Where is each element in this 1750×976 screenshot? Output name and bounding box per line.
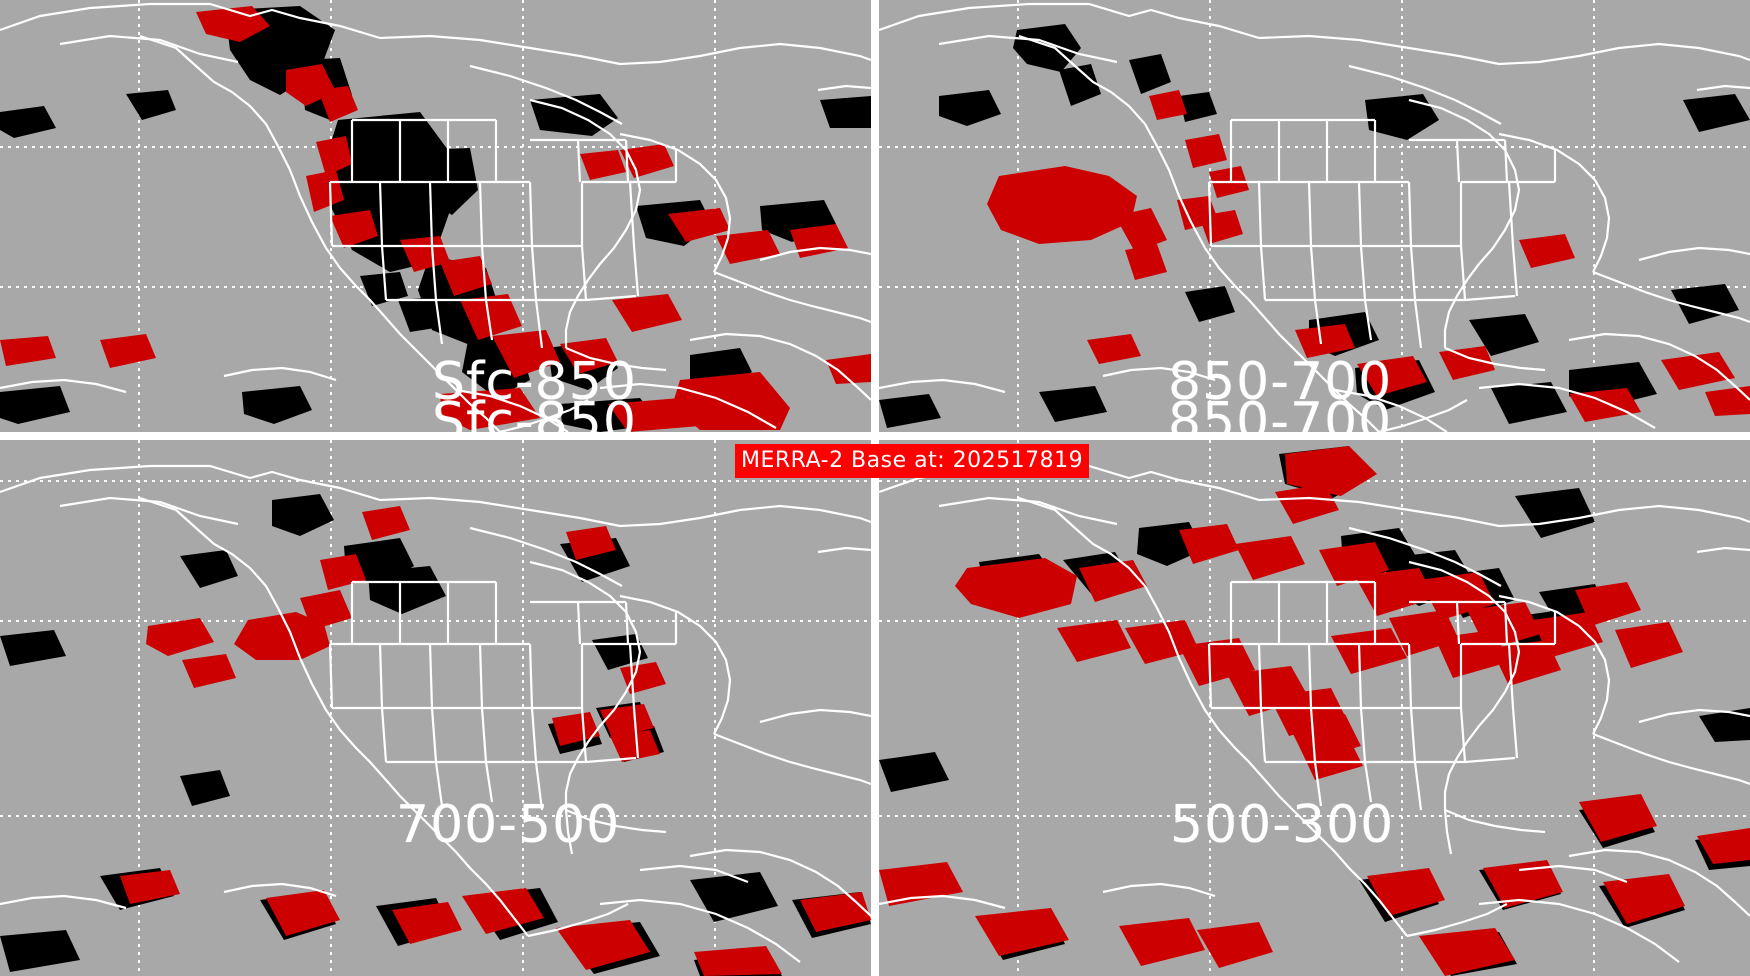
map-shading-500-300 <box>879 440 1750 976</box>
panel-500-300[interactable] <box>879 440 1750 976</box>
panel-label-sfc-850-overlay: Sfc-850 <box>432 392 637 452</box>
map-outlines-500-300 <box>879 440 1750 976</box>
panel-label-850-700: 850-700 <box>1168 352 1393 412</box>
panel-label-850-700-overlay: 850-700 <box>1168 392 1393 452</box>
panel-label-700-500-overlay: 700-500 <box>396 795 621 855</box>
panel-label-500-300-overlay: 500-300 <box>1170 795 1395 855</box>
panel-label-sfc-850: Sfc-850 <box>432 352 637 412</box>
panel-850-700[interactable]: 850-700 <box>879 0 1750 432</box>
panel-divider-vertical <box>871 0 879 976</box>
panel-sfc-850[interactable]: Sfc-850 <box>0 0 871 432</box>
map-shading-850-700 <box>879 0 1750 432</box>
map-outlines-sfc-850 <box>0 0 871 432</box>
title-banner: MERRA-2 Base at: 202517819 <box>735 444 1090 478</box>
panel-700-500[interactable] <box>0 440 871 976</box>
panel-divider-horizontal <box>0 432 1750 440</box>
map-outlines-850-700 <box>879 0 1750 432</box>
map-outlines-700-500 <box>0 440 871 976</box>
